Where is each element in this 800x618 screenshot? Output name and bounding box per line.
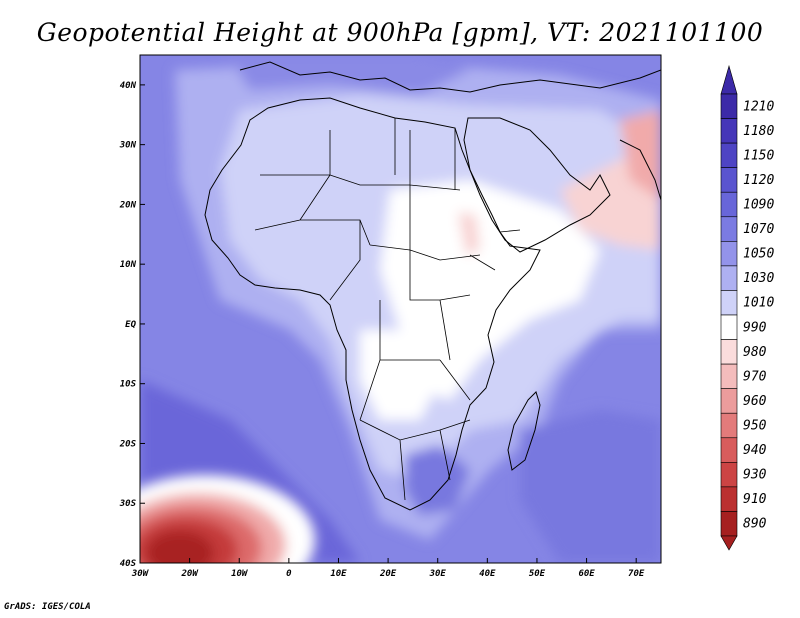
colorbar-label: 1070: [743, 222, 774, 237]
africa-coastline: [204, 97, 541, 511]
colorbar-swatch: [720, 363, 738, 389]
colorbar-swatch: [720, 216, 738, 242]
colorbar-swatch: [720, 118, 738, 144]
colorbar-label: 1030: [743, 271, 774, 286]
colorbar-swatch: [720, 339, 738, 365]
colorbar-bottom-arrow: [720, 535, 738, 551]
colorbar-label: 910: [743, 492, 767, 507]
colorbar-swatch: [720, 437, 738, 463]
colorbar-swatch: [720, 191, 738, 218]
colorbar-top-arrow: [720, 64, 738, 95]
colorbar-swatch: [720, 265, 738, 291]
axis-ticks: [139, 84, 637, 564]
colorbar-label: 1120: [743, 173, 774, 188]
lat-tick-label: 10S: [120, 380, 137, 390]
field-region-1030-med: [230, 58, 470, 95]
coastlines: [204, 61, 661, 511]
colorbar-swatch: [720, 412, 738, 439]
lon-tick-label: 0: [286, 569, 292, 579]
field-region-990: [380, 180, 600, 400]
lon-tick-label: 30E: [429, 569, 447, 579]
lat-tick-label: 10N: [120, 260, 137, 270]
height-field: [140, 55, 661, 563]
colorbar-label: 970: [743, 369, 767, 384]
colorbar-label: 1050: [743, 247, 774, 262]
map-title: Geopotential Height at 900hPa [gpm], VT:…: [36, 18, 764, 47]
colorbar-swatch: [720, 462, 738, 488]
colorbar-label: 940: [743, 443, 767, 458]
colorbar-swatch: [720, 486, 738, 512]
lat-tick-label: 30N: [119, 141, 137, 151]
colorbar-swatch: [720, 388, 738, 414]
colorbar-label: 1010: [743, 296, 774, 311]
lon-tick-label: 20E: [379, 569, 397, 579]
field-low-890: [146, 531, 214, 563]
lat-tick-label: 30S: [119, 499, 137, 509]
colorbar-label: 930: [743, 468, 767, 483]
madagascar-coastline: [507, 391, 541, 471]
colorbar-swatch: [720, 93, 738, 119]
axis-labels: 30W 20W 10W 0 10E 20E 30E 40E 50E 60E 70E 40N 30N 20N…: [119, 81, 645, 579]
colorbar-swatch: [720, 142, 738, 168]
colorbar-label: 1180: [743, 124, 774, 139]
field-region-980-redsea: [458, 212, 480, 255]
field-region-1050-southeast: [520, 410, 661, 563]
colorbar-label: 960: [743, 394, 767, 409]
colorbar-swatch: [720, 167, 738, 193]
lat-tick-label: 40S: [120, 559, 137, 569]
europe-coastline: [239, 61, 661, 93]
credit-text: GrADS: IGES/COLA: [4, 602, 91, 612]
lon-tick-label: 30W: [131, 569, 150, 579]
colorbar-label: 990: [743, 320, 767, 335]
colorbar-swatch: [720, 314, 738, 340]
colorbar-label: 980: [743, 345, 767, 360]
colorbar-label: 950: [743, 419, 767, 434]
lat-tick-label: EQ: [125, 320, 136, 330]
colorbar-label: 1210: [743, 99, 774, 114]
colorbar: 1210 1180 1150 1120 1090 1070 1050 1030 1010 990 9…: [720, 64, 774, 551]
lon-tick-label: 10E: [330, 569, 347, 579]
field-region-970-pakistan: [620, 110, 661, 200]
india-coastline: [619, 139, 661, 201]
lat-tick-label: 40N: [120, 81, 137, 91]
lon-tick-label: 70E: [628, 569, 645, 579]
lon-tick-label: 20W: [180, 569, 199, 579]
lon-tick-label: 40E: [479, 569, 496, 579]
arabia-coastline: [463, 117, 611, 253]
lon-tick-label: 10W: [231, 569, 249, 579]
colorbar-swatch: [720, 290, 738, 316]
country-borders: [254, 118, 521, 501]
lat-tick-label: 20N: [119, 200, 137, 210]
lat-tick-label: 20S: [119, 439, 137, 449]
lon-tick-label: 60E: [578, 569, 595, 579]
colorbar-label: 1150: [743, 148, 774, 163]
colorbar-label: 1090: [743, 198, 774, 213]
colorbar-swatch: [720, 511, 738, 537]
lon-tick-label: 50E: [529, 569, 546, 579]
colorbar-label: 890: [743, 517, 767, 532]
colorbar-swatch: [720, 241, 738, 267]
plot-frame: [139, 54, 662, 564]
